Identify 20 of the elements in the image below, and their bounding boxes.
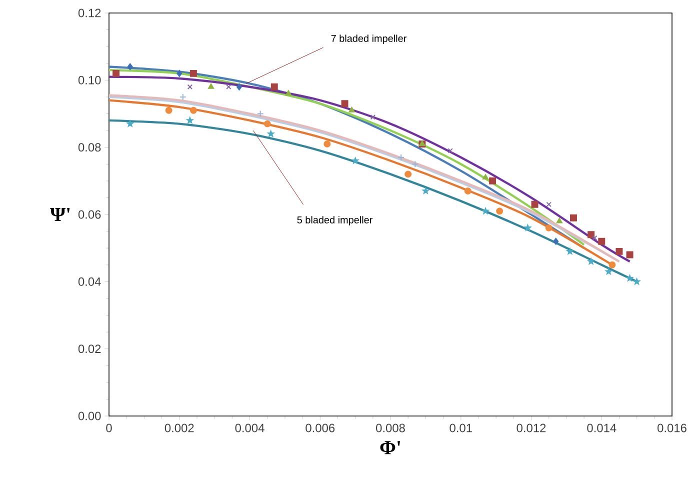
y-tick-label: 0.12 bbox=[78, 8, 101, 18]
x-tick-label: 0.01 bbox=[450, 424, 472, 432]
y-tick-label: 0.10 bbox=[78, 76, 101, 84]
y-tick-label: 0.08 bbox=[78, 143, 101, 152]
y-tick-label: 0.04 bbox=[78, 277, 101, 286]
y-tick-label: 0.02 bbox=[78, 344, 101, 354]
x-tick-label: 0.008 bbox=[376, 424, 405, 432]
x-tick-label: 0.016 bbox=[658, 424, 686, 432]
y-tick-label: 0.06 bbox=[78, 210, 101, 219]
x-tick-label: 0.002 bbox=[164, 424, 194, 432]
x-axis-title: Φ' bbox=[380, 441, 400, 454]
annotation: 5 bladed impeller bbox=[297, 216, 373, 226]
x-tick-label: 0.012 bbox=[516, 424, 546, 432]
y-tick-label: 0.00 bbox=[78, 412, 101, 420]
x-tick-label: 0.006 bbox=[306, 424, 335, 432]
x-tick-label: 0.014 bbox=[587, 424, 616, 432]
y-axis-title: Ψ' bbox=[50, 208, 70, 222]
annotation: 7 bladed impeller bbox=[331, 34, 406, 44]
x-tick-label: 0.004 bbox=[235, 424, 264, 432]
x-tick-label: 0 bbox=[106, 424, 112, 432]
